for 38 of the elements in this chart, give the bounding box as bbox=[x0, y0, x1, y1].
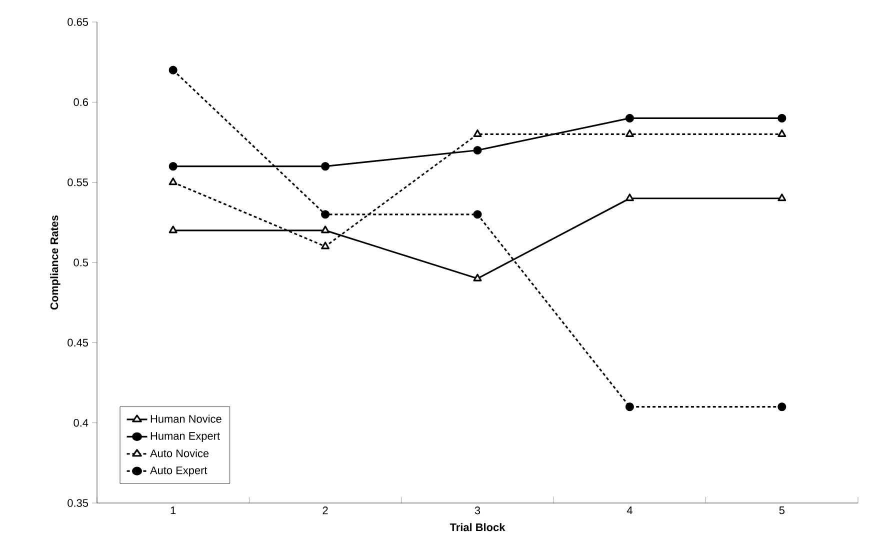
point bbox=[473, 210, 482, 219]
point bbox=[625, 402, 634, 412]
x-tick-label: 2 bbox=[322, 506, 328, 514]
y-tick-label: 0.35 bbox=[68, 499, 88, 507]
y-tick-label: 0.65 bbox=[68, 18, 88, 26]
x-axis-title: Trial Block bbox=[450, 523, 506, 532]
legend-label: Auto Novice bbox=[150, 449, 209, 458]
point bbox=[625, 129, 634, 138]
point bbox=[778, 402, 786, 412]
legend-label: Human Novice bbox=[150, 414, 222, 423]
point bbox=[321, 210, 330, 219]
x-tick-label: 1 bbox=[170, 506, 176, 514]
point bbox=[168, 66, 178, 74]
legend-label: Auto Expert bbox=[150, 466, 208, 476]
point bbox=[625, 114, 634, 122]
x-tick-label: 4 bbox=[626, 506, 632, 514]
y-tick-label: 0.6 bbox=[74, 98, 88, 106]
point bbox=[168, 226, 178, 234]
point bbox=[321, 226, 330, 234]
point bbox=[473, 274, 482, 282]
y-tick-label: 0.4 bbox=[74, 418, 88, 427]
x-tick-label: 5 bbox=[779, 506, 784, 514]
point bbox=[321, 162, 330, 171]
point bbox=[473, 146, 482, 155]
point bbox=[625, 194, 634, 202]
point bbox=[168, 162, 178, 171]
y-tick-label: 0.5 bbox=[74, 258, 88, 266]
y-axis-title: Compliance Rates bbox=[50, 215, 60, 310]
point bbox=[321, 242, 330, 250]
point bbox=[778, 114, 786, 122]
point bbox=[778, 194, 786, 202]
y-tick-label: 0.45 bbox=[68, 338, 88, 347]
point bbox=[778, 129, 786, 138]
y-tick-label: 0.55 bbox=[68, 178, 88, 186]
point bbox=[473, 129, 482, 138]
point bbox=[168, 178, 178, 186]
legend-label: Human Expert bbox=[150, 432, 220, 442]
x-tick-label: 3 bbox=[474, 506, 480, 514]
